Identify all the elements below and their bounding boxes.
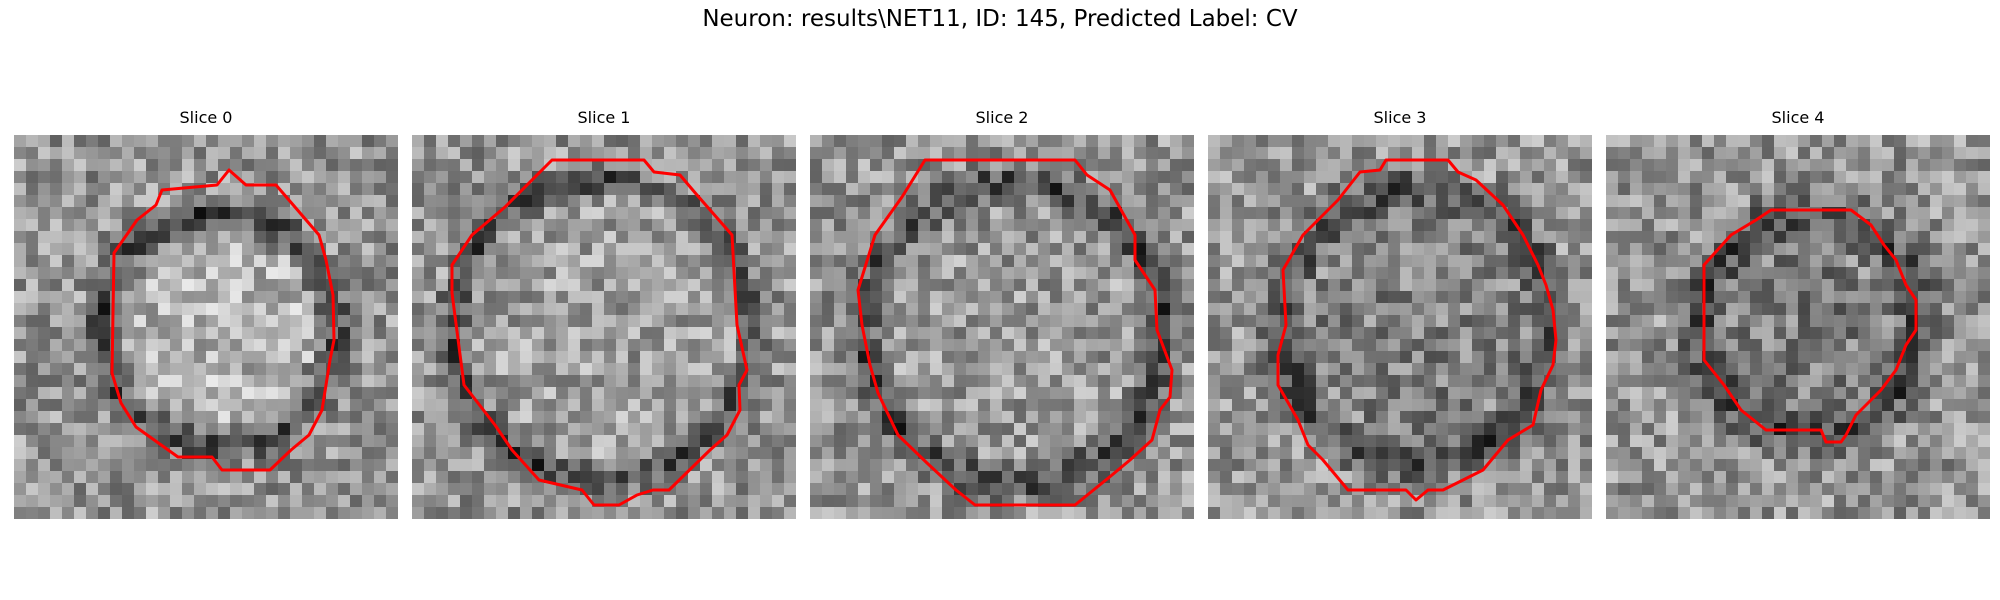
slice-image [412, 135, 796, 519]
neuron-contour [450, 158, 749, 507]
neuron-contour [1702, 208, 1918, 444]
grayscale-micrograph [810, 135, 1194, 519]
neuron-contour [110, 168, 336, 472]
grayscale-micrograph [14, 135, 398, 519]
slice-image [810, 135, 1194, 519]
slice-title: Slice 0 [179, 108, 233, 127]
grayscale-micrograph [1606, 135, 1990, 519]
grayscale-micrograph [412, 135, 796, 519]
slice-title: Slice 2 [975, 108, 1029, 127]
figure-title: Neuron: results\NET11, ID: 145, Predicte… [702, 6, 1298, 32]
slice-image [1606, 135, 1990, 519]
slice-title: Slice 1 [577, 108, 631, 127]
neuron-contour [856, 158, 1174, 507]
slice-image [14, 135, 398, 519]
slice-title: Slice 4 [1771, 108, 1825, 127]
neuron-contour [1276, 158, 1558, 502]
grayscale-micrograph [1208, 135, 1592, 519]
slice-title: Slice 3 [1373, 108, 1427, 127]
slice-image [1208, 135, 1592, 519]
